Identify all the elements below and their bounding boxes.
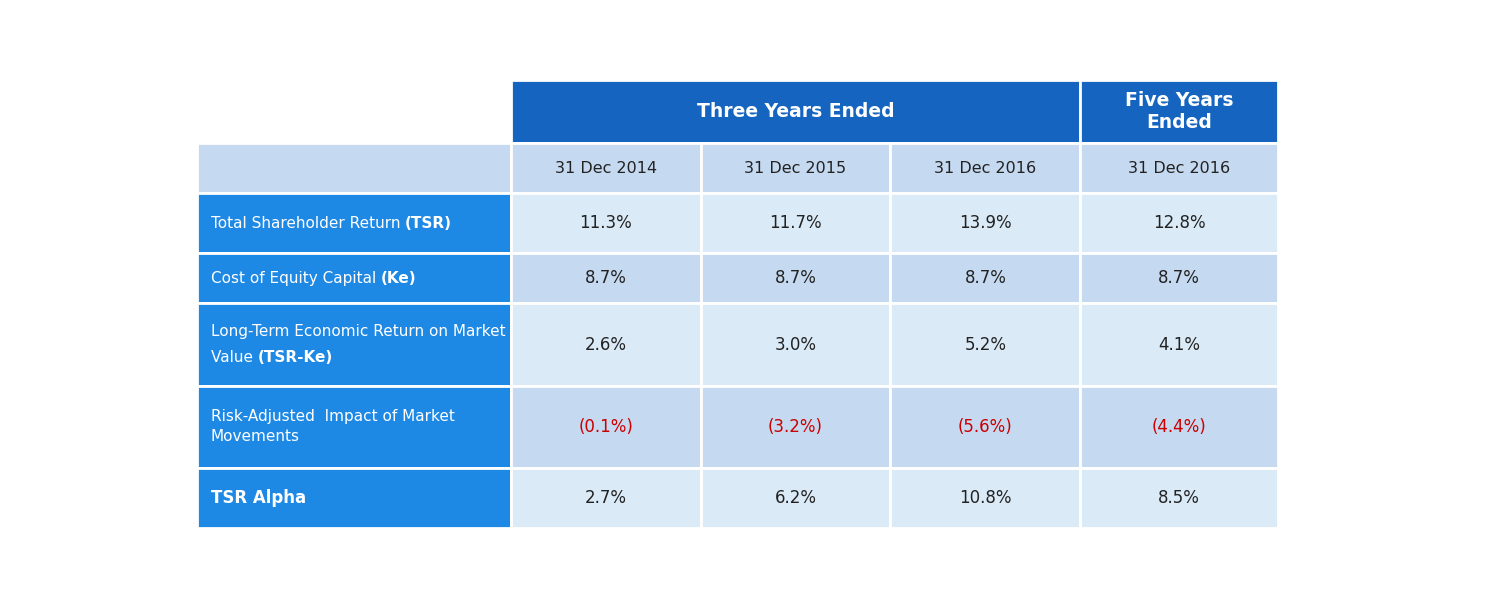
Text: 10.8%: 10.8% (958, 489, 1011, 507)
Bar (891, 468, 1080, 528)
Bar (891, 193, 1080, 253)
Bar (1080, 193, 1278, 253)
Text: 31 Dec 2016: 31 Dec 2016 (1128, 161, 1230, 175)
Text: 8.7%: 8.7% (774, 269, 816, 287)
Text: 5.2%: 5.2% (964, 336, 1006, 353)
Bar (510, 193, 700, 253)
Bar (700, 143, 891, 193)
Text: 11.3%: 11.3% (579, 214, 632, 232)
Bar (891, 385, 1080, 468)
Text: 6.2%: 6.2% (774, 489, 816, 507)
Text: Three Years Ended: Three Years Ended (696, 102, 894, 121)
Text: TSR Alpha: TSR Alpha (210, 489, 306, 507)
Text: (4.4%): (4.4%) (1152, 418, 1206, 436)
Text: Value: Value (210, 350, 258, 365)
Text: 2.7%: 2.7% (585, 489, 627, 507)
Text: 8.7%: 8.7% (585, 269, 627, 287)
Text: (Ke): (Ke) (381, 271, 417, 286)
Bar (196, 303, 510, 385)
Text: (TSR): (TSR) (405, 216, 451, 231)
Text: 8.7%: 8.7% (964, 269, 1006, 287)
Text: (TSR-Ke): (TSR-Ke) (258, 350, 333, 365)
Bar (1080, 253, 1278, 303)
Text: 2.6%: 2.6% (585, 336, 627, 353)
Bar (510, 468, 700, 528)
Bar (1080, 468, 1278, 528)
Bar (196, 385, 510, 468)
Text: (5.6%): (5.6%) (958, 418, 1012, 436)
Text: 4.1%: 4.1% (1158, 336, 1200, 353)
Text: Cost of Equity Capital: Cost of Equity Capital (210, 271, 381, 286)
Bar (510, 143, 700, 193)
Text: 12.8%: 12.8% (1154, 214, 1206, 232)
Bar (1080, 303, 1278, 385)
Bar (891, 253, 1080, 303)
Bar (510, 253, 700, 303)
Text: (3.2%): (3.2%) (768, 418, 824, 436)
Bar (700, 385, 891, 468)
Bar (510, 80, 1080, 143)
Bar (891, 143, 1080, 193)
Text: 13.9%: 13.9% (958, 214, 1011, 232)
Bar (1080, 385, 1278, 468)
Bar (1080, 80, 1278, 143)
Text: Risk-Adjusted  Impact of Market
Movements: Risk-Adjusted Impact of Market Movements (210, 409, 454, 445)
Text: 11.7%: 11.7% (770, 214, 822, 232)
Text: 3.0%: 3.0% (774, 336, 816, 353)
Bar (700, 468, 891, 528)
Bar (1080, 143, 1278, 193)
Bar (700, 193, 891, 253)
Text: 31 Dec 2016: 31 Dec 2016 (934, 161, 1036, 175)
Bar (196, 193, 510, 253)
Bar (196, 253, 510, 303)
Bar (196, 143, 510, 193)
Text: (0.1%): (0.1%) (578, 418, 633, 436)
Bar (196, 80, 510, 143)
Bar (700, 253, 891, 303)
Text: Long-Term Economic Return on Market: Long-Term Economic Return on Market (210, 323, 506, 339)
Text: 31 Dec 2015: 31 Dec 2015 (744, 161, 846, 175)
Text: Five Years
Ended: Five Years Ended (1125, 91, 1233, 132)
Text: 8.5%: 8.5% (1158, 489, 1200, 507)
Bar (891, 303, 1080, 385)
Bar (510, 303, 700, 385)
Bar (700, 303, 891, 385)
Text: 8.7%: 8.7% (1158, 269, 1200, 287)
Bar (510, 385, 700, 468)
Text: 31 Dec 2014: 31 Dec 2014 (555, 161, 657, 175)
Bar (196, 468, 510, 528)
Text: Total Shareholder Return: Total Shareholder Return (210, 216, 405, 231)
